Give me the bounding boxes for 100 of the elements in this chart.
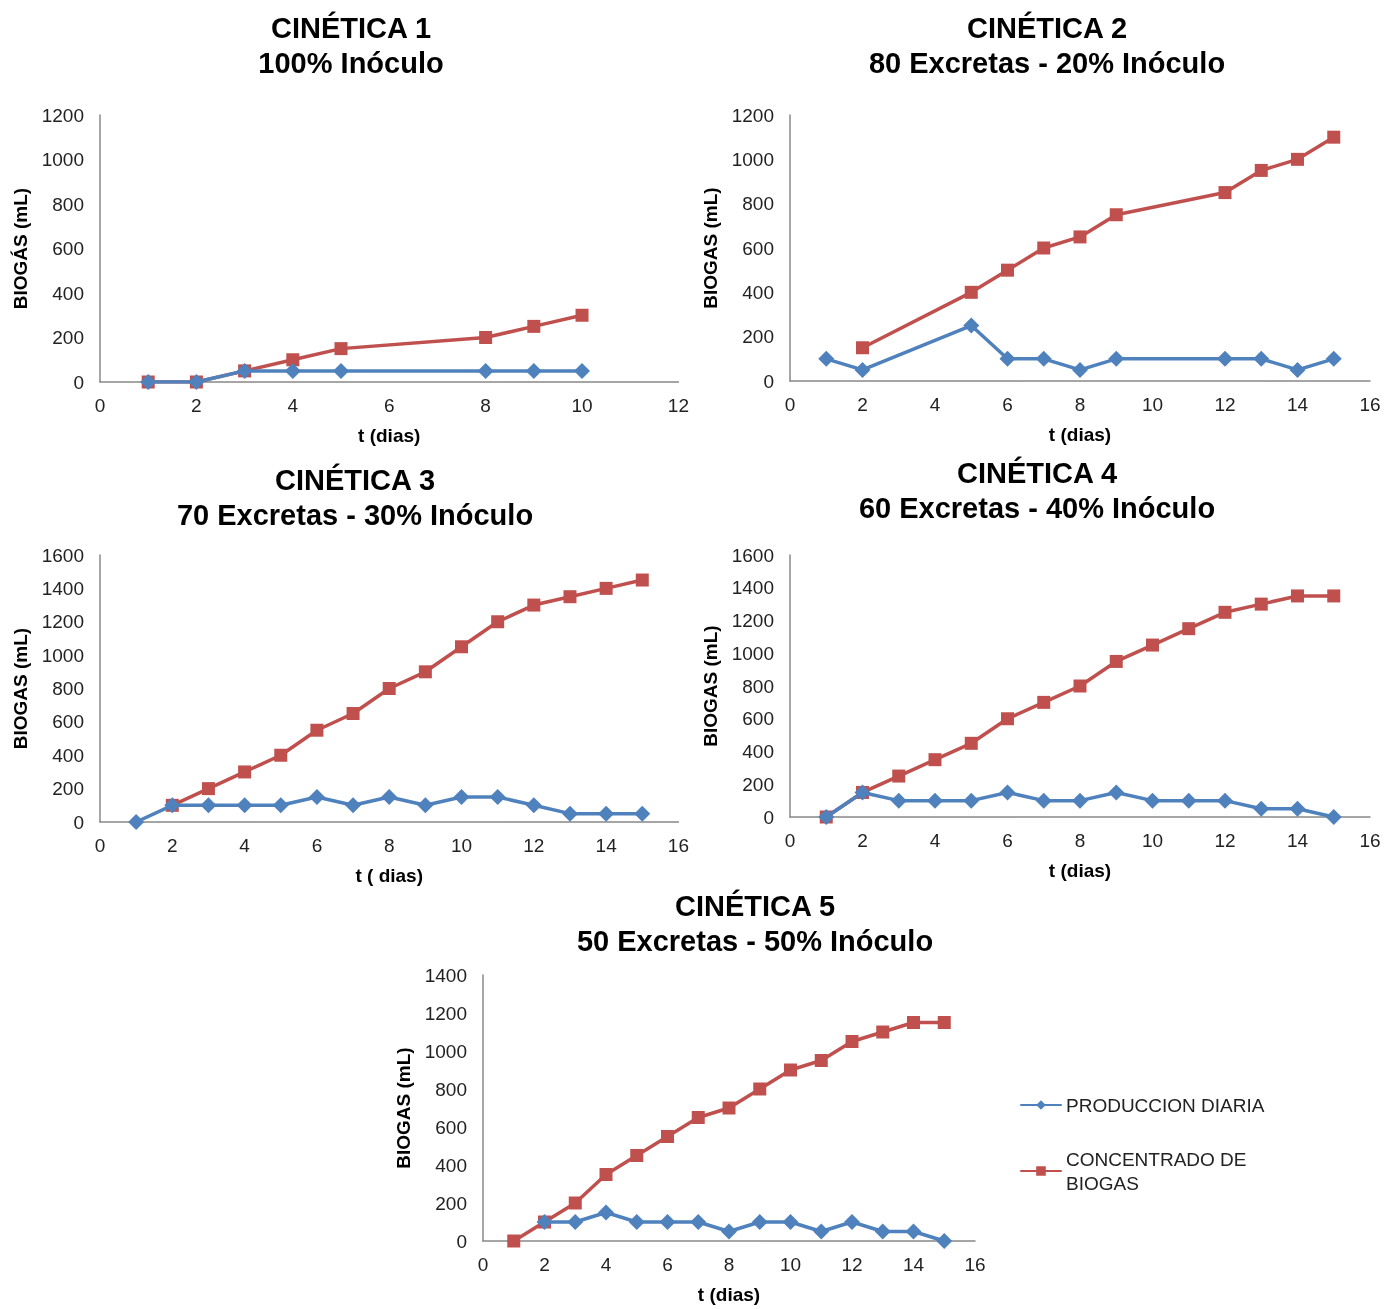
y-axis-title: BIOGAS (mL) — [10, 627, 31, 750]
y-tick-label: 1000 — [731, 642, 774, 664]
point — [784, 1063, 797, 1077]
point — [574, 362, 591, 379]
point — [1108, 784, 1125, 801]
point — [310, 723, 324, 737]
x-tick-label: 2 — [857, 830, 868, 851]
point — [1072, 792, 1088, 809]
point — [1327, 130, 1341, 144]
x-tick-label: 10 — [779, 1254, 802, 1275]
x-tick-label: 2 — [539, 1254, 550, 1275]
x-tick-label: 12 — [1214, 394, 1236, 415]
point — [382, 682, 396, 695]
y-tick-label: 400 — [52, 744, 84, 766]
point — [999, 350, 1016, 367]
point — [272, 797, 289, 814]
y-tick-label: 400 — [435, 1154, 467, 1176]
point — [845, 1035, 859, 1048]
point — [238, 765, 252, 779]
point — [568, 1196, 582, 1210]
chart-title: CINÉTICA 5 — [674, 888, 836, 922]
x-tick-label: 10 — [1141, 830, 1164, 851]
y-tick-label: 1200 — [731, 610, 774, 631]
point — [1182, 622, 1196, 636]
x-tick-label: 16 — [667, 835, 689, 856]
y-tick-label: 400 — [742, 281, 774, 303]
point — [477, 362, 494, 379]
x-tick-label: 12 — [667, 395, 689, 416]
point — [905, 1223, 922, 1240]
point — [661, 1130, 674, 1143]
point — [1109, 654, 1123, 668]
x-axis-title: t (dias) — [697, 1284, 761, 1305]
y-tick-label: 1600 — [731, 544, 774, 566]
point — [489, 788, 506, 805]
point — [1289, 361, 1306, 378]
point — [236, 797, 253, 814]
y-axis-title: BIOGAS (mL) — [393, 1047, 414, 1169]
point — [346, 707, 360, 721]
point — [479, 331, 493, 344]
y-tick-label: 1200 — [41, 611, 84, 633]
point — [598, 805, 615, 822]
x-tick-label: 12 — [1214, 830, 1236, 851]
point — [721, 1223, 737, 1240]
y-tick-label: 1000 — [41, 149, 84, 170]
point — [1109, 208, 1123, 222]
x-tick-label: 4 — [239, 835, 251, 856]
point — [128, 814, 145, 830]
point — [628, 1214, 645, 1230]
x-axis-title: t (dias) — [1048, 860, 1112, 881]
point — [274, 748, 288, 762]
point — [1325, 350, 1342, 367]
y-tick-label: 800 — [435, 1078, 467, 1100]
point — [345, 797, 362, 814]
x-axis-title: t (dias) — [1048, 424, 1112, 445]
y-tick-label: 800 — [52, 678, 84, 699]
legend-label: CONCENTRADO DE BIOGAS — [1066, 1148, 1252, 1194]
y-tick-label: 0 — [73, 811, 84, 833]
x-tick-label: 0 — [94, 835, 106, 856]
point — [381, 788, 398, 805]
point — [1035, 350, 1052, 367]
x-tick-label: 8 — [1074, 394, 1086, 415]
point — [751, 1214, 768, 1230]
x-tick-label: 0 — [784, 394, 796, 415]
x-tick-label: 16 — [1359, 394, 1381, 415]
point — [844, 1214, 860, 1230]
x-tick-label: 14 — [902, 1254, 925, 1275]
point — [563, 590, 577, 604]
point — [1180, 792, 1197, 809]
point — [892, 769, 906, 783]
y-axis-title: BIOGAS (mL) — [700, 625, 721, 747]
y-tick-label: 800 — [742, 675, 774, 697]
point — [453, 788, 470, 805]
point — [527, 319, 541, 333]
point — [1327, 589, 1341, 603]
y-tick-label: 600 — [742, 237, 774, 259]
x-tick-label: 12 — [523, 835, 545, 856]
point — [1073, 230, 1087, 244]
y-tick-label: 1400 — [41, 577, 84, 599]
x-tick-label: 6 — [1002, 394, 1013, 415]
point — [575, 308, 589, 322]
point — [814, 1054, 828, 1067]
y-tick-label: 0 — [456, 1230, 467, 1252]
y-tick-label: 1000 — [424, 1040, 467, 1062]
y-tick-label: 400 — [52, 282, 84, 304]
point — [963, 792, 980, 809]
x-tick-label: 12 — [841, 1254, 863, 1275]
x-tick-label: 10 — [450, 835, 473, 856]
point — [782, 1214, 799, 1230]
chart-title: CINÉTICA 3 — [274, 462, 436, 496]
x-tick-label: 10 — [571, 395, 593, 416]
point — [999, 784, 1016, 801]
point — [1146, 638, 1159, 652]
point — [1254, 597, 1268, 611]
y-tick-label: 200 — [742, 326, 774, 348]
x-tick-label: 2 — [191, 395, 202, 416]
point — [417, 797, 434, 814]
point — [722, 1101, 736, 1115]
point — [286, 353, 300, 367]
x-tick-label: 10 — [1141, 394, 1164, 415]
x-tick-label: 6 — [1002, 830, 1013, 851]
